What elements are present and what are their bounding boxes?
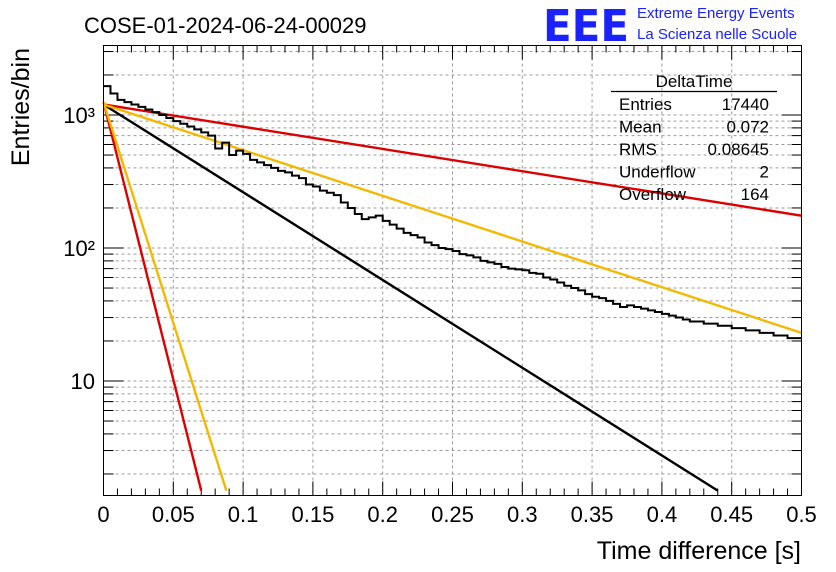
x-tick-label: 0.2 [367, 502, 398, 527]
grid-lines [103, 45, 802, 496]
stats-label: Entries [619, 95, 672, 114]
stats-value: 17440 [722, 95, 769, 114]
x-tick-label: 0.3 [507, 502, 538, 527]
x-tick-label: 0 [97, 502, 109, 527]
x-tick-label: 0.35 [571, 502, 614, 527]
run-title: COSE-01-2024-06-24-00029 [84, 13, 367, 38]
x-tick-label: 0.15 [291, 502, 334, 527]
stats-value: 0.072 [726, 118, 769, 137]
axes: 0 0.05 0.1 0.15 0.2 0.25 0.3 0.35 0.4 0.45 0.5 10 10… [63, 45, 817, 527]
stats-value: 2 [760, 163, 769, 182]
x-tick-label: 0.1 [228, 502, 259, 527]
x-tick-label: 0.5 [786, 502, 817, 527]
fit-curve-3 [103, 103, 802, 335]
y-tick-label: 10³ [63, 103, 95, 128]
x-tick-label: 0.45 [710, 502, 753, 527]
stats-box: DeltaTime Entries 17440 Mean 0.072 RMS 0.0864… [611, 72, 777, 204]
y-tick-label: 10 [71, 369, 95, 394]
x-tick-label: 0.25 [431, 502, 474, 527]
stats-label: Underflow [619, 163, 696, 182]
logo-line-1: Extreme Energy Events [637, 5, 795, 22]
plot-frame [103, 45, 802, 496]
fit-curve-4 [102, 101, 203, 491]
y-tick-label: 10² [63, 236, 95, 261]
x-tick-label: 0.05 [152, 502, 195, 527]
stats-label: Overflow [619, 185, 687, 204]
fit-curve-5 [102, 101, 228, 491]
stats-label: RMS [619, 140, 657, 159]
stats-rows: Entries 17440 Mean 0.072 RMS 0.08645 Underflow… [619, 95, 769, 204]
stats-title: DeltaTime [656, 72, 733, 91]
logo-line-2: La Scienza nelle Scuole [637, 26, 797, 43]
stats-value: 0.08645 [708, 140, 769, 159]
eee-logo-text: EEE [543, 1, 629, 52]
eee-logo: EEE Extreme Energy Events La Scienza nel… [543, 1, 797, 52]
histogram [103, 85, 802, 340]
x-tick-label: 0.4 [647, 502, 678, 527]
stats-label: Mean [619, 118, 662, 137]
x-axis-label: Time difference [s] [597, 537, 801, 565]
histogram-steps [103, 85, 802, 340]
y-axis-label: Entries/bin [7, 48, 35, 166]
stats-value: 164 [741, 185, 769, 204]
fit-curves [102, 101, 802, 492]
fit-curve-2 [103, 103, 802, 217]
fit-curve-1 [102, 103, 719, 492]
